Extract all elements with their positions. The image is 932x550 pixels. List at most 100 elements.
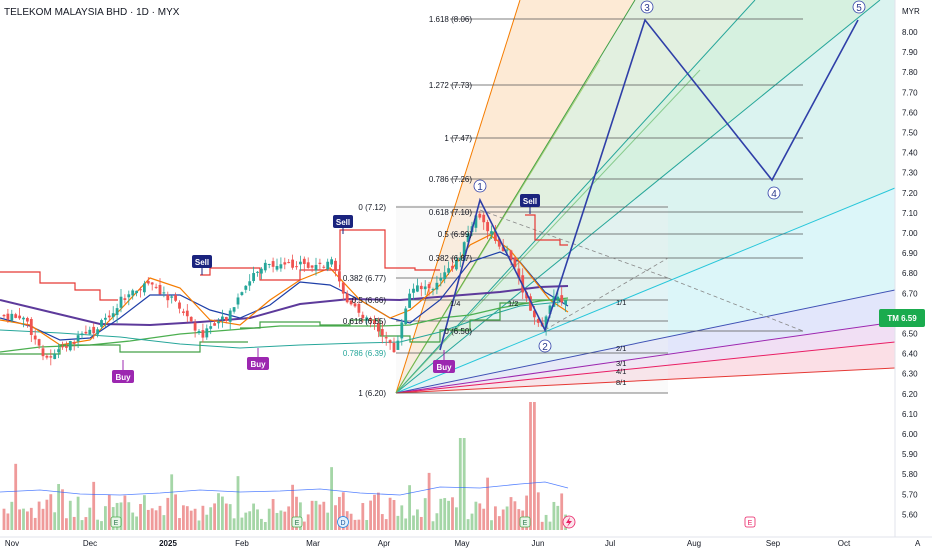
volume-bar [14,463,18,530]
volume-bar [209,507,213,530]
candle-body [525,292,528,299]
volume-bar [2,508,6,530]
buy-signal[interactable]: Buy [112,360,134,383]
candle-body [517,268,521,278]
volume-bar [369,500,372,530]
price-tick-label: 5.70 [902,490,918,499]
fib-ext-label: 0.786 (7.26) [429,175,472,184]
volume-bar [154,510,158,530]
buy-signal[interactable]: Buy [247,348,269,370]
candle-body [49,356,53,358]
volume-bar [396,515,400,530]
volume-bar [279,510,283,530]
volume-bar [201,505,205,530]
volume-ma-line [0,481,569,496]
candle-body [185,310,189,317]
candle-body [306,262,310,268]
buy-signal[interactable]: Buy [433,350,455,373]
volume-bar [435,513,439,530]
candle-body [209,326,213,329]
candle-body [170,296,174,298]
volume-bar [248,511,252,530]
price-tick-labels: 8.00 7.90 7.80 7.70 7.60 7.50 7.40 7.30 7.20 7.10… [902,28,918,519]
volume-bar [115,502,119,530]
volume-bar [427,472,431,530]
volume-bar [455,507,458,530]
volume-bar [45,499,49,530]
gann-fan-lines [395,0,896,394]
time-tick-label: May [454,539,469,548]
volume-bar [68,500,72,530]
earnings-marker[interactable]: E [519,516,531,528]
volume-bar [33,517,37,530]
svg-text:Buy: Buy [250,360,266,369]
volume-bar [513,501,517,530]
candle-body [6,313,10,320]
currency-label: MYR [902,7,920,16]
candle-body [416,285,419,292]
earnings-marker[interactable]: E [744,516,756,528]
price-tick-label: 6.00 [902,430,918,439]
candle-body [197,331,201,333]
dividend-marker[interactable]: D [337,516,349,528]
volume-bar [49,494,53,530]
fib-ret-label: 0.618 (6.55) [343,317,386,326]
volume-bar [41,508,45,530]
candle-body [462,242,466,261]
candle-body [88,329,92,335]
volume-bar [287,506,291,530]
candle-body [217,321,220,324]
volume-bar [490,520,493,530]
candle-body [131,290,135,296]
earnings-marker[interactable]: E [291,516,303,528]
candle-body [244,285,248,290]
ma-long-line [0,297,569,353]
volume-bar [361,503,365,530]
volume-bar [443,498,447,530]
sell-signal[interactable]: Sell [192,255,212,275]
sell-signal[interactable]: Sell [333,215,353,234]
candle-body [213,323,216,326]
volume-bar [135,516,138,530]
volume-bar [213,503,216,530]
time-axis[interactable]: Nov Dec 2025 Feb Mar Apr May Jun Jul Aug Sep Oct A [0,536,932,550]
price-axis[interactable]: MYR 8.00 7.90 7.80 7.70 7.60 7.50 7.40 7.30 7.20… [879,0,932,537]
svg-text:5: 5 [856,3,862,14]
ma-blue-line [0,251,569,341]
auto-scale-button[interactable]: A [915,539,921,548]
candle-body [486,222,489,232]
time-tick-label: Jul [605,539,615,548]
candle-body [384,337,388,339]
candle-body [404,308,408,324]
sell-signal[interactable]: Sell [520,194,540,214]
candle-body [427,284,431,289]
candle-body [119,296,123,308]
volume-bar [53,512,57,530]
candle-body [45,355,49,358]
volume-bar [310,500,314,530]
candle-body [41,348,45,357]
volume-bar [338,496,341,530]
volume-bar [123,495,127,530]
flash-icon[interactable] [562,515,576,529]
candle-body [111,313,115,318]
wave-4-label: 4 [767,186,781,200]
volume-bar [377,492,380,530]
fib-extension-labels: 1.618 (8.06) 1.272 (7.73) 1 (7.47) 0.786… [429,15,472,336]
volume-bar [458,438,462,530]
volume-bar [170,474,174,530]
candle-body [57,349,60,353]
candle-body [501,246,505,252]
volume-bar [357,519,361,530]
volume-bar [162,515,166,530]
svg-text:D: D [340,520,345,527]
candle-body [240,292,244,295]
fib-ext-label: 1 (7.47) [444,134,472,143]
volume-bar [525,495,528,530]
candle-body [408,293,411,308]
volume-bar [341,492,345,530]
earnings-marker[interactable]: E [110,516,122,528]
candle-body [423,286,427,290]
candle-body [490,231,493,234]
